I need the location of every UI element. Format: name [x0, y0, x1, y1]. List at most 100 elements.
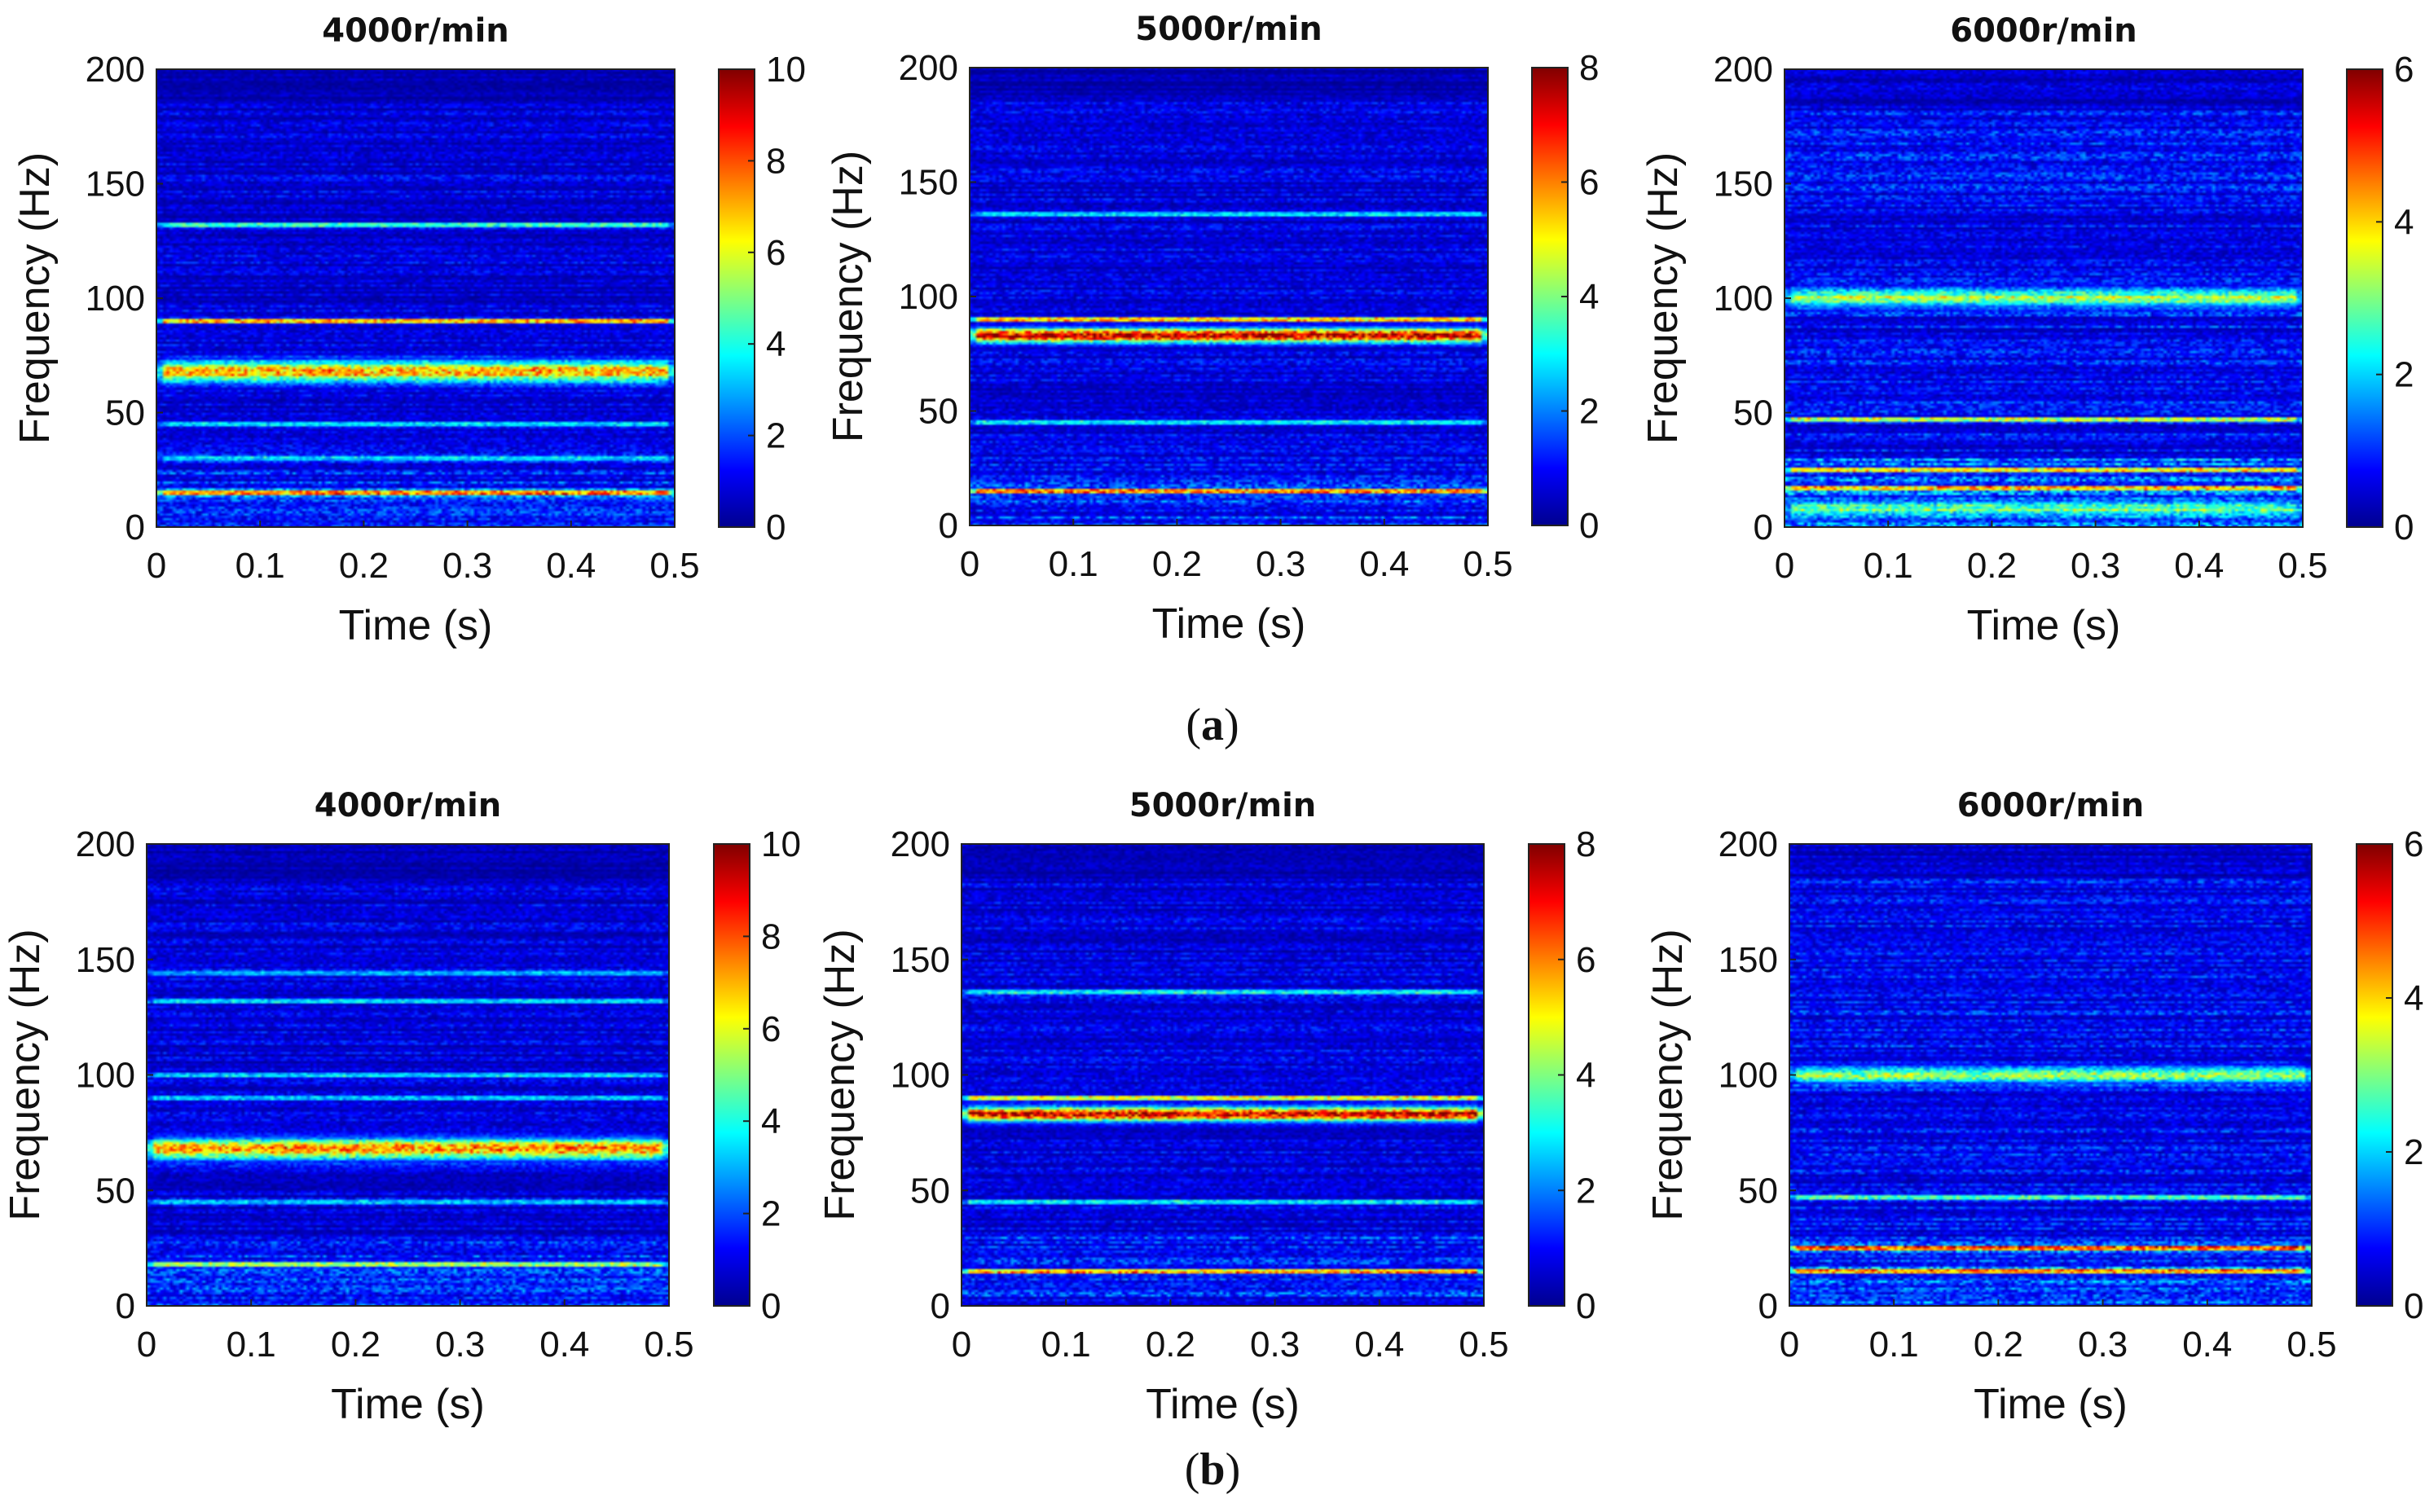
y-tick-label: 150: [76, 940, 135, 980]
colorbar-tick-label: 2: [766, 416, 786, 456]
colorbar-tick-label: 4: [761, 1101, 781, 1141]
x-tick-label: 0.4: [2182, 1325, 2232, 1365]
y-axis-label: Frequency (Hz): [816, 929, 864, 1220]
y-tick-label: 100: [76, 1056, 135, 1096]
y-tick-label: 0: [1754, 508, 1773, 547]
x-axis-label: Time (s): [1146, 1381, 1300, 1428]
colorbar-tick-label: 10: [766, 50, 806, 90]
x-axis-label: Time (s): [339, 602, 493, 649]
colorbar: [713, 843, 750, 1307]
colorbar-tick-label: 2: [1576, 1171, 1595, 1211]
panel-title: 5000r/min: [1135, 11, 1323, 48]
x-axis-label: Time (s): [331, 1381, 485, 1428]
y-tick-label: 50: [918, 392, 958, 432]
colorbar-tick-label: 6: [766, 233, 786, 273]
y-tick-label: 0: [931, 1286, 950, 1326]
colorbar-tick-label: 4: [2394, 202, 2414, 242]
y-tick-label: 100: [1719, 1056, 1778, 1096]
row-label-a-letter: a: [1201, 700, 1224, 750]
colorbar: [2346, 68, 2383, 528]
y-axis-label: Frequency (Hz): [2, 929, 49, 1220]
colorbar-tick-label: 6: [1576, 940, 1595, 980]
spectrogram-heatmap: [156, 69, 675, 527]
colorbar-tick-label: 6: [761, 1009, 781, 1049]
x-tick-label: 0: [952, 1325, 971, 1365]
colorbar: [718, 68, 755, 528]
x-tick-label: 0.2: [331, 1325, 381, 1365]
spectrogram-heatmap: [1789, 844, 2312, 1306]
x-tick-label: 0.3: [2078, 1325, 2128, 1365]
y-axis-label: Frequency (Hz): [1644, 929, 1692, 1220]
x-tick-label: 0: [137, 1325, 156, 1365]
x-tick-label: 0: [1775, 546, 1794, 586]
x-tick-label: 0.2: [1146, 1325, 1195, 1365]
y-tick-label: 50: [1733, 393, 1773, 433]
x-tick-label: 0.4: [539, 1325, 589, 1365]
x-tick-label: 0.5: [644, 1325, 693, 1365]
y-axis-label: Frequency (Hz): [11, 152, 59, 444]
x-axis-label: Time (s): [1967, 602, 2121, 649]
x-tick-label: 0.3: [442, 546, 492, 586]
x-tick-label: 0.1: [235, 546, 285, 586]
x-tick-label: 0.5: [2278, 546, 2327, 586]
x-tick-label: 0.4: [2174, 546, 2224, 586]
y-tick-label: 0: [939, 506, 958, 546]
x-tick-label: 0.2: [1974, 1325, 2023, 1365]
x-tick-label: 0.5: [2286, 1325, 2336, 1365]
spectrogram-panel-b-6000r/min: 6000r/min 0 0.1 0.2 0.3 0.4 0.5 0 50 100 150 200 Tim…: [1644, 787, 2423, 1428]
x-tick-label: 0.4: [1359, 544, 1409, 584]
panel-title: 4000r/min: [315, 787, 502, 824]
colorbar-tick-label: 2: [2394, 355, 2414, 395]
spectrogram-panel-b-5000r/min: 5000r/min 0 0.1 0.2 0.3 0.4 0.5 0 50 100 150 200 Tim…: [816, 787, 1595, 1428]
y-tick-label: 50: [910, 1171, 950, 1211]
y-tick-label: 200: [1719, 824, 1778, 864]
colorbar-tick-label: 0: [761, 1286, 781, 1326]
x-tick-label: 0: [960, 544, 979, 584]
colorbar-tick-label: 4: [1576, 1056, 1595, 1096]
x-tick-label: 0.1: [1041, 1325, 1091, 1365]
row-label-a: (a): [1186, 700, 1239, 750]
spectrogram-heatmap: [970, 68, 1488, 525]
y-tick-label: 150: [1714, 165, 1773, 204]
x-tick-label: 0.1: [1864, 546, 1913, 586]
y-tick-label: 0: [125, 508, 145, 547]
x-tick-label: 0.3: [435, 1325, 485, 1365]
colorbar-tick-label: 2: [2404, 1132, 2423, 1172]
x-tick-label: 0.2: [339, 546, 389, 586]
colorbar-tick-label: 0: [2404, 1286, 2423, 1326]
y-tick-label: 200: [891, 824, 950, 864]
colorbar-tick-label: 8: [761, 916, 781, 956]
x-tick-label: 0.4: [1354, 1325, 1404, 1365]
colorbar-tick-label: 4: [1579, 277, 1599, 317]
colorbar-tick-label: 8: [1576, 824, 1595, 864]
row-label-b-letter: b: [1199, 1444, 1225, 1495]
x-tick-label: 0.5: [649, 546, 699, 586]
x-axis-label: Time (s): [1152, 600, 1306, 648]
y-tick-label: 50: [1738, 1171, 1778, 1211]
y-tick-label: 100: [891, 1056, 950, 1096]
x-tick-label: 0.1: [1049, 544, 1098, 584]
y-tick-label: 100: [899, 277, 958, 317]
y-tick-label: 150: [1719, 940, 1778, 980]
colorbar-tick-label: 8: [766, 141, 786, 181]
panel-title: 4000r/min: [322, 12, 509, 50]
y-tick-label: 0: [1758, 1286, 1778, 1326]
colorbar-tick-label: 0: [1579, 506, 1599, 546]
y-tick-label: 150: [899, 163, 958, 203]
colorbar-tick-label: 10: [761, 824, 801, 864]
y-tick-label: 150: [86, 165, 145, 204]
colorbar-tick-label: 2: [1579, 392, 1599, 432]
colorbar-tick-label: 4: [766, 324, 786, 364]
colorbar-tick-label: 4: [2404, 978, 2423, 1018]
panel-title: 6000r/min: [1957, 787, 2145, 824]
y-tick-label: 200: [1714, 50, 1773, 90]
spectrogram-panel-a-6000r/min: 6000r/min 0 0.1 0.2 0.3 0.4 0.5 0 50 100 150 200 Tim…: [1639, 12, 2414, 649]
y-tick-label: 100: [86, 279, 145, 319]
colorbar-tick-label: 8: [1579, 48, 1599, 88]
x-tick-label: 0.2: [1967, 546, 2017, 586]
x-tick-label: 0.3: [2071, 546, 2120, 586]
colorbar-tick-label: 0: [766, 508, 786, 547]
